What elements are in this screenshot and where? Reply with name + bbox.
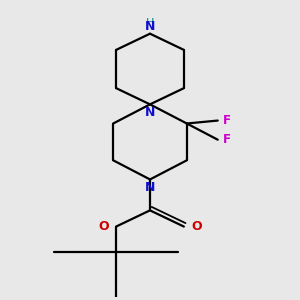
Text: H: H [146,18,154,28]
Text: O: O [98,220,109,233]
Text: N: N [145,106,155,119]
Text: O: O [191,220,202,233]
Text: N: N [145,20,155,33]
Text: F: F [223,133,231,146]
Text: F: F [223,114,231,127]
Text: N: N [145,181,155,194]
